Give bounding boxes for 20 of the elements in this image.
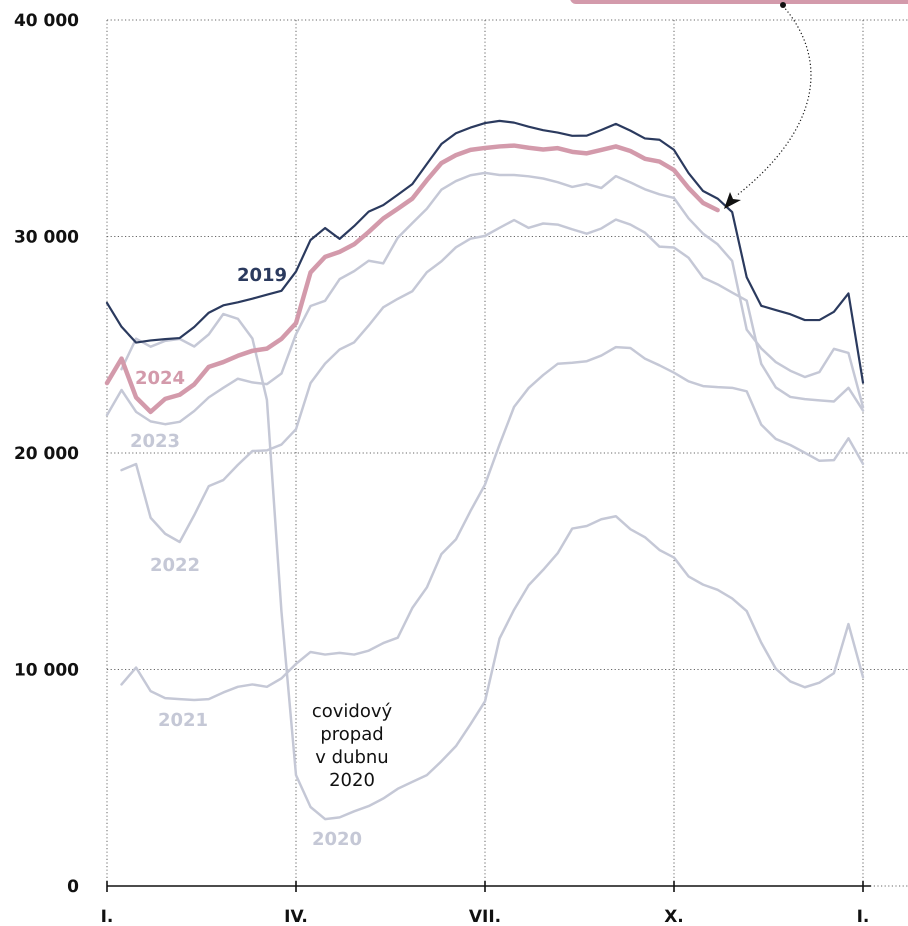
series-label: 2019: [236, 265, 288, 286]
text: 2020: [312, 829, 362, 850]
y-tick-label: 20 000: [14, 444, 80, 464]
series-label: 2022: [150, 555, 200, 576]
series-label: 2024: [134, 368, 186, 389]
line-series: [106, 120, 864, 384]
x-tick-label: I.: [856, 907, 870, 926]
line-series: [104, 143, 720, 414]
y-tick-label: 10 000: [14, 660, 80, 680]
x-tick-label: IV.: [284, 907, 308, 926]
y-tick-label: 40 000: [14, 11, 80, 31]
y-tick-label: 30 000: [14, 228, 80, 248]
y-tick-label: 0: [67, 877, 80, 897]
series-label: 2023: [130, 431, 180, 452]
x-tick-label: VII.: [468, 907, 502, 926]
series-label: 2020: [329, 770, 375, 791]
x-tick-label: I.: [100, 907, 114, 926]
text: covidový propad v dubnu: [312, 701, 392, 768]
x-tick-label: X.: [664, 907, 684, 926]
series-label: 2021: [158, 710, 208, 731]
